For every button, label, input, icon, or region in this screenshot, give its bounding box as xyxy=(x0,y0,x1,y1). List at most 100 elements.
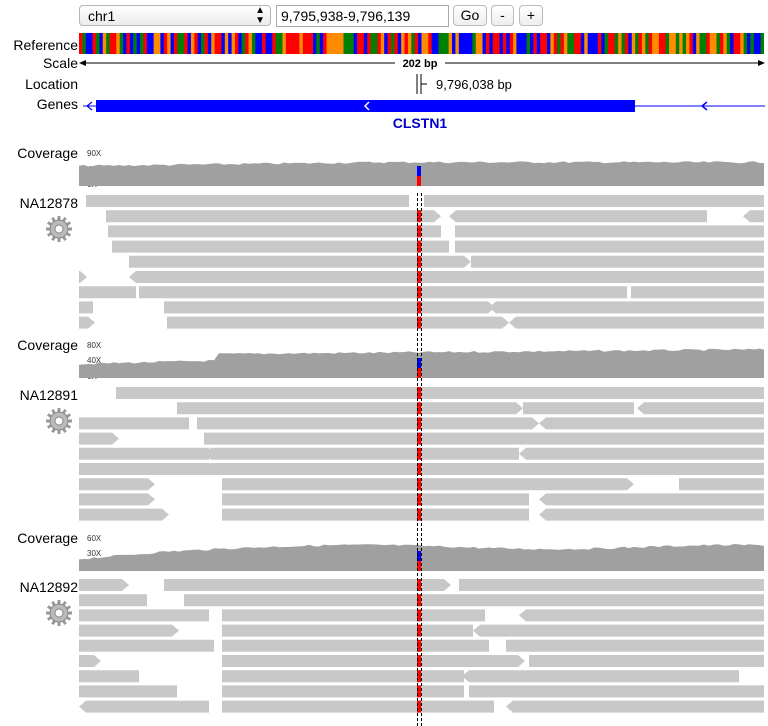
go-button[interactable]: Go xyxy=(453,5,487,26)
read[interactable] xyxy=(631,286,764,299)
reference-base xyxy=(275,33,280,54)
read[interactable] xyxy=(129,255,471,268)
read[interactable] xyxy=(79,579,129,591)
reference-base xyxy=(475,33,480,54)
read[interactable] xyxy=(743,210,764,223)
read[interactable] xyxy=(184,594,487,607)
read[interactable] xyxy=(79,685,177,698)
read[interactable] xyxy=(441,387,764,399)
read[interactable] xyxy=(222,655,525,667)
read[interactable] xyxy=(164,579,451,591)
read[interactable] xyxy=(679,478,764,491)
coverage-histogram[interactable] xyxy=(79,161,764,186)
gene-name[interactable]: CLSTN1 xyxy=(393,115,448,131)
read[interactable] xyxy=(469,685,764,698)
reference-base xyxy=(753,33,758,54)
read[interactable] xyxy=(462,670,739,683)
read[interactable] xyxy=(487,594,764,607)
read[interactable] xyxy=(112,240,449,253)
read[interactable] xyxy=(509,316,764,329)
read[interactable] xyxy=(506,639,764,652)
read[interactable] xyxy=(79,432,119,445)
read[interactable] xyxy=(79,478,155,491)
read[interactable] xyxy=(79,286,136,299)
reference-base xyxy=(394,33,399,54)
read[interactable] xyxy=(79,447,209,460)
read[interactable] xyxy=(637,402,764,415)
read[interactable] xyxy=(222,478,634,491)
read[interactable] xyxy=(539,508,764,521)
gear-icon[interactable] xyxy=(44,214,74,244)
read[interactable] xyxy=(79,609,209,622)
gear-icon[interactable] xyxy=(44,598,74,628)
read[interactable] xyxy=(177,402,523,415)
read[interactable] xyxy=(106,210,441,223)
read[interactable] xyxy=(79,493,155,506)
zoom-in-button[interactable]: + xyxy=(519,5,543,26)
read[interactable] xyxy=(222,700,494,713)
read[interactable] xyxy=(204,447,519,460)
read[interactable] xyxy=(108,225,441,238)
reference-base xyxy=(170,33,175,54)
read[interactable] xyxy=(129,271,471,283)
reference-base xyxy=(167,33,171,54)
read[interactable] xyxy=(79,624,179,637)
read[interactable] xyxy=(479,463,764,475)
read[interactable] xyxy=(79,316,95,329)
read[interactable] xyxy=(79,700,209,713)
read[interactable] xyxy=(459,579,764,591)
read[interactable] xyxy=(471,271,764,283)
chromosome-select[interactable]: chr1 ▲ ▼ xyxy=(79,5,271,26)
read[interactable] xyxy=(204,432,493,445)
reference-base xyxy=(187,33,192,54)
read[interactable] xyxy=(471,255,764,268)
read[interactable] xyxy=(539,493,764,506)
read[interactable] xyxy=(424,195,764,207)
read[interactable] xyxy=(523,402,634,415)
read[interactable] xyxy=(493,432,764,445)
read[interactable] xyxy=(519,609,764,622)
read[interactable] xyxy=(139,286,627,299)
reference-base xyxy=(180,33,185,54)
read[interactable] xyxy=(79,655,101,667)
read[interactable] xyxy=(222,609,485,622)
read[interactable] xyxy=(449,210,707,223)
read-mismatch xyxy=(417,432,421,445)
read[interactable] xyxy=(167,316,509,329)
read[interactable] xyxy=(116,387,447,399)
read[interactable] xyxy=(529,655,764,667)
read[interactable] xyxy=(455,240,764,253)
read[interactable] xyxy=(473,624,764,637)
read[interactable] xyxy=(79,639,214,652)
read[interactable] xyxy=(86,195,409,207)
read[interactable] xyxy=(489,301,764,314)
scale-right-arrow-icon xyxy=(758,60,765,66)
read[interactable] xyxy=(79,670,139,683)
read[interactable] xyxy=(79,594,147,607)
read[interactable] xyxy=(79,301,93,314)
read[interactable] xyxy=(79,271,87,283)
reference-base xyxy=(675,33,680,54)
read[interactable] xyxy=(506,700,764,713)
locus-input[interactable]: 9,795,938-9,796,139 xyxy=(276,5,449,27)
read[interactable] xyxy=(79,463,217,475)
read[interactable] xyxy=(539,417,764,430)
read[interactable] xyxy=(455,225,764,238)
reference-base xyxy=(241,33,246,54)
reference-base xyxy=(509,33,514,54)
read[interactable] xyxy=(222,670,464,683)
read[interactable] xyxy=(222,508,529,521)
read[interactable] xyxy=(222,624,473,637)
gear-icon[interactable] xyxy=(44,406,74,436)
read[interactable] xyxy=(211,463,479,475)
read[interactable] xyxy=(222,493,529,506)
read[interactable] xyxy=(164,301,495,314)
zoom-out-button[interactable]: - xyxy=(491,5,514,26)
read[interactable] xyxy=(222,639,489,652)
read[interactable] xyxy=(222,685,464,698)
read[interactable] xyxy=(79,417,189,430)
read[interactable] xyxy=(197,417,539,430)
reference-base xyxy=(689,33,694,54)
read[interactable] xyxy=(79,508,169,521)
read[interactable] xyxy=(519,447,764,460)
